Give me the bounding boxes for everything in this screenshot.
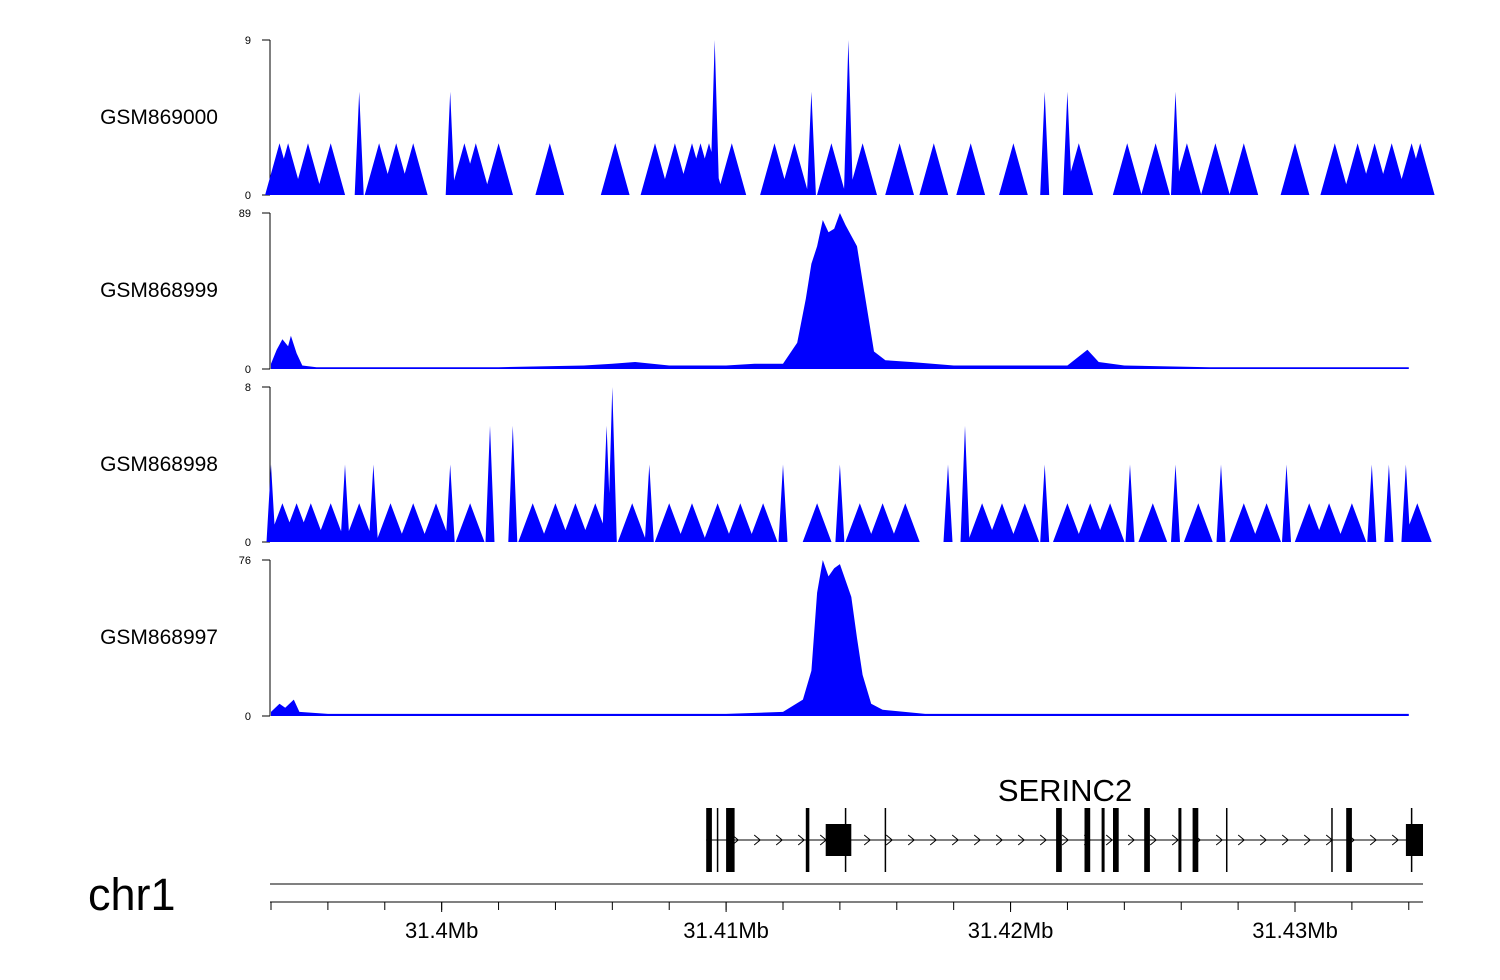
y-axis-min-label: 0 bbox=[245, 364, 251, 376]
strand-arrow bbox=[797, 834, 805, 846]
strand-arrow bbox=[753, 834, 761, 846]
y-axis-max-label: 76 bbox=[239, 555, 251, 567]
track-label: GSM868999 bbox=[100, 279, 218, 302]
strand-arrow bbox=[1017, 834, 1025, 846]
strand-arrow bbox=[995, 834, 1003, 846]
y-axis-min-label: 0 bbox=[245, 711, 251, 723]
strand-arrow bbox=[1303, 834, 1311, 846]
exon bbox=[706, 808, 712, 872]
coverage-area bbox=[271, 213, 1409, 369]
coverage-area bbox=[271, 560, 1409, 716]
exon bbox=[805, 808, 809, 872]
strand-arrow bbox=[951, 834, 959, 846]
strand-arrow bbox=[885, 834, 893, 846]
strand-arrow bbox=[1127, 834, 1135, 846]
strand-arrow bbox=[1149, 834, 1157, 846]
track-label: GSM868997 bbox=[100, 626, 218, 649]
axis-tick-label: 31.4Mb bbox=[405, 918, 478, 943]
strand-arrow bbox=[929, 834, 937, 846]
y-axis-max-label: 9 bbox=[245, 35, 251, 47]
track-gsm868998: GSM868998 8 0 bbox=[100, 382, 1432, 549]
axis-ticks: 31.4Mb 31.41Mb 31.42Mb 31.43Mb bbox=[270, 902, 1410, 943]
strand-arrow bbox=[1215, 834, 1223, 846]
strand-arrow bbox=[1391, 834, 1399, 846]
exon bbox=[1144, 808, 1150, 872]
exon bbox=[1405, 824, 1423, 856]
exon bbox=[1084, 808, 1091, 872]
exon bbox=[1346, 808, 1352, 872]
genome-axis: chr1 31.4Mb 31.41Mb 31.42Mb 31.43Mb bbox=[88, 869, 1423, 943]
gene-track: SERINC2 bbox=[706, 773, 1423, 872]
coverage-area bbox=[266, 387, 1432, 542]
exon bbox=[1192, 808, 1199, 872]
track-label: GSM868998 bbox=[100, 453, 218, 476]
exon bbox=[1101, 808, 1105, 872]
strand-arrow bbox=[775, 834, 783, 846]
strand-arrow bbox=[1039, 834, 1047, 846]
coverage-area bbox=[265, 40, 1435, 195]
strand-arrow bbox=[1259, 834, 1267, 846]
track-gsm868999: GSM868999 89 0 bbox=[100, 208, 1409, 376]
exon bbox=[1113, 808, 1119, 872]
strand-arrow bbox=[1369, 834, 1377, 846]
strand-arrow bbox=[863, 834, 871, 846]
exon bbox=[825, 824, 852, 856]
y-axis-max-label: 8 bbox=[245, 382, 251, 394]
strand-arrow bbox=[973, 834, 981, 846]
y-axis-min-label: 0 bbox=[245, 537, 251, 549]
exon bbox=[1056, 808, 1062, 872]
track-label: GSM869000 bbox=[100, 106, 218, 129]
y-axis-min-label: 0 bbox=[245, 190, 251, 202]
chromosome-label: chr1 bbox=[88, 869, 176, 920]
strand-arrow bbox=[1237, 834, 1245, 846]
strand-arrow bbox=[1105, 834, 1113, 846]
strand-arrow bbox=[1171, 834, 1179, 846]
strand-arrow bbox=[1061, 834, 1069, 846]
strand-arrow bbox=[1281, 834, 1289, 846]
exon bbox=[726, 808, 735, 872]
gene-name-label: SERINC2 bbox=[998, 773, 1132, 808]
track-gsm868997: GSM868997 76 0 bbox=[100, 555, 1409, 723]
track-gsm869000: GSM869000 9 0 bbox=[100, 35, 1435, 202]
y-axis-max-label: 89 bbox=[239, 208, 251, 220]
axis-tick-label: 31.41Mb bbox=[683, 918, 769, 943]
axis-tick-label: 31.42Mb bbox=[968, 918, 1054, 943]
axis-tick-label: 31.43Mb bbox=[1252, 918, 1338, 943]
gene-marks bbox=[706, 808, 1423, 872]
strand-arrow bbox=[907, 834, 915, 846]
exon bbox=[1178, 808, 1182, 872]
